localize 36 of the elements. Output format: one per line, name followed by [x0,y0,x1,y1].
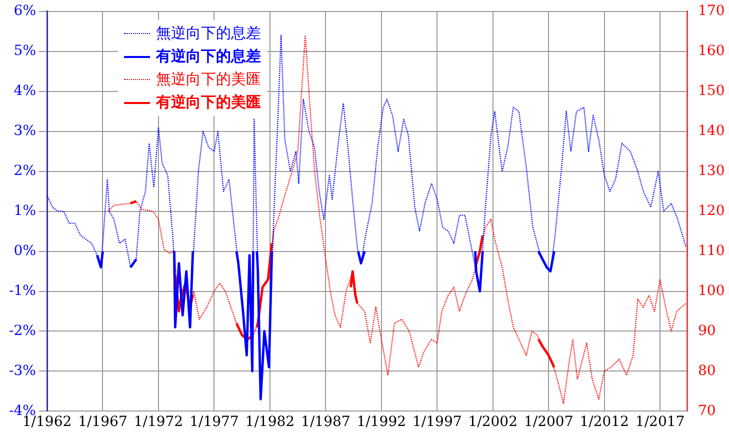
y2-tick-label: 110 [698,242,725,259]
y2-tick-label: 80 [698,362,716,379]
x-tick-label: 1/1967 [78,414,128,430]
x-tick-label: 1/1982 [245,414,295,430]
x-tick-label: 1/1997 [412,414,462,430]
legend-label: 有逆向下的美匯 [156,93,261,112]
y-tick-label: 2% [14,162,36,179]
y-tick-label: 6% [14,3,36,20]
legend-label: 有逆向下的息差 [156,47,261,66]
y-tick-label: 3% [14,122,36,139]
y-tick-label: 4% [14,83,36,99]
x-tick-label: 1/1977 [190,414,239,430]
x-tick-label: 1/2007 [524,414,574,430]
y2-tick-label: 170 [698,3,725,20]
y2-tick-label: 140 [698,122,725,139]
x-tick-label: 1/1992 [356,414,406,430]
y-tick-label: 5% [14,43,36,60]
legend-label: 無逆向下的息差 [156,24,261,43]
y2-tick-label: 90 [698,322,716,339]
y-tick-label: -2% [9,322,36,339]
y-tick-label: 0% [14,242,36,259]
x-tick-label: 1/1987 [301,414,350,430]
y2-tick-label: 70 [698,402,716,419]
x-tick-label: 1/2002 [468,414,518,430]
legend-label: 無逆向下的美匯 [156,70,261,89]
y-tick-label: -1% [9,282,36,299]
x-tick-label: 1/1972 [134,414,184,430]
x-tick-label: 1/2017 [635,414,685,430]
y-tick-label: 1% [14,202,36,219]
y2-tick-label: 100 [698,282,725,299]
y2-tick-label: 160 [698,43,725,60]
y2-tick-label: 130 [698,162,725,179]
y2-tick-label: 150 [698,83,725,99]
y-tick-label: -3% [9,362,36,379]
y2-tick-label: 120 [698,202,725,219]
x-tick-label: 1/2012 [580,414,629,430]
